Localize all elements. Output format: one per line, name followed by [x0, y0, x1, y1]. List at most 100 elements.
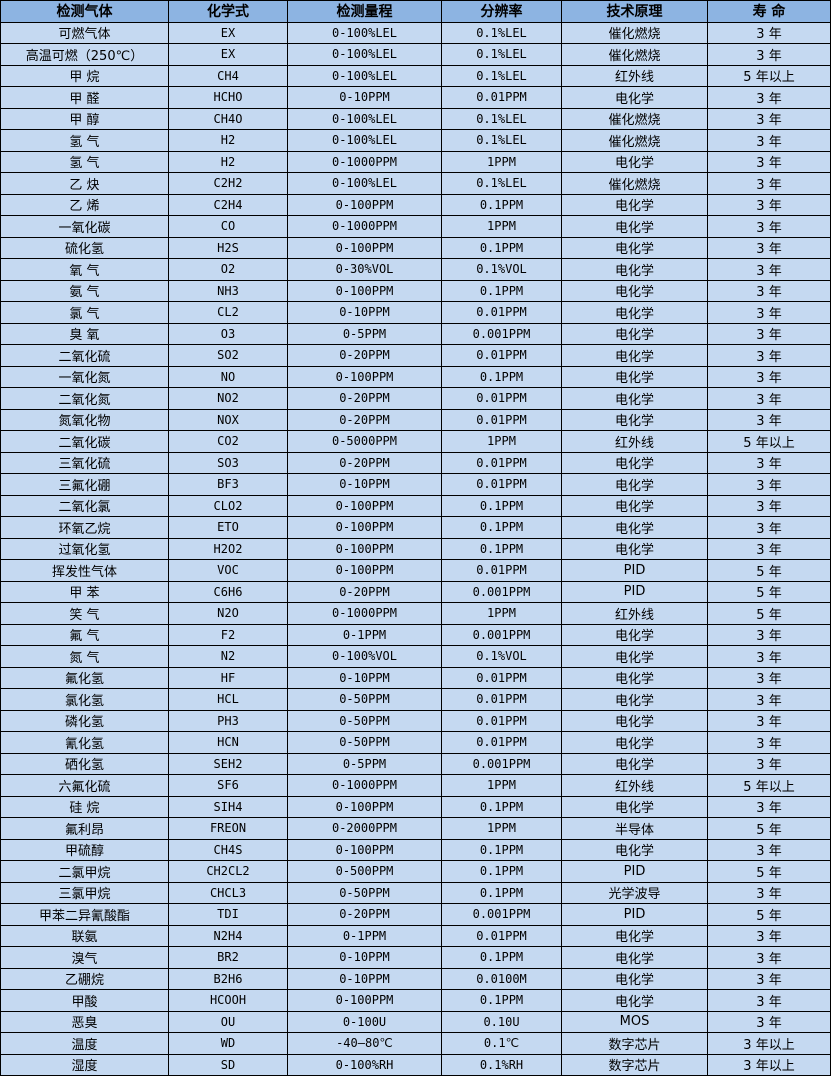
gas-cell: 乙硼烷: [0, 967, 169, 990]
principle-cell: PID: [561, 559, 708, 582]
lifespan-cell: 3 年: [707, 473, 831, 496]
table-row: 三氯甲烷 CHCL3 0-50PPM 0.1PPM 光学波导 3 年: [0, 881, 831, 904]
table-row: 联氨 N2H4 0-1PPM 0.01PPM 电化学 3 年: [0, 924, 831, 947]
resolution-cell: 0.1PPM: [441, 193, 562, 216]
principle-cell: 红外线: [561, 774, 708, 797]
range-cell: 0-50PPM: [287, 881, 442, 904]
range-cell: 0-1000PPM: [287, 150, 442, 173]
resolution-cell: 0.01PPM: [441, 86, 562, 109]
range-cell: 0-100%LEL: [287, 129, 442, 152]
resolution-cell: 0.1PPM: [441, 236, 562, 259]
principle-cell: 半导体: [561, 817, 708, 840]
range-cell: 0-20PPM: [287, 451, 442, 474]
gas-cell: 氟化氢: [0, 666, 169, 689]
table-row: 氢 气 H2 0-1000PPM 1PPM 电化学 3 年: [0, 150, 831, 173]
lifespan-cell: 5 年: [707, 903, 831, 926]
range-cell: 0-100U: [287, 1010, 442, 1033]
lifespan-cell: 3 年: [707, 365, 831, 388]
resolution-cell: 0.1PPM: [441, 795, 562, 818]
lifespan-cell: 3 年: [707, 1010, 831, 1033]
lifespan-cell: 3 年: [707, 881, 831, 904]
resolution-cell: 0.0100M: [441, 967, 562, 990]
resolution-cell: 0.1PPM: [441, 946, 562, 969]
formula-cell: N2: [168, 645, 288, 668]
lifespan-cell: 3 年: [707, 989, 831, 1012]
gas-cell: 一氧化氮: [0, 365, 169, 388]
table-body: 可燃气体 EX 0-100%LEL 0.1%LEL 催化燃烧 3 年高温可燃（250℃） E…: [0, 21, 831, 1076]
formula-cell: CHCL3: [168, 881, 288, 904]
lifespan-cell: 3 年: [707, 107, 831, 130]
range-cell: 0-100%LEL: [287, 64, 442, 87]
range-cell: 0-100PPM: [287, 279, 442, 302]
table-row: 氮 气 N2 0-100%VOL 0.1%VOL 电化学 3 年: [0, 645, 831, 668]
resolution-cell: 0.1PPM: [441, 365, 562, 388]
table-row: 溴气 BR2 0-10PPM 0.1PPM 电化学 3 年: [0, 946, 831, 969]
lifespan-cell: 3 年: [707, 967, 831, 990]
lifespan-cell: 3 年: [707, 236, 831, 259]
range-cell: 0-100PPM: [287, 236, 442, 259]
formula-cell: ETO: [168, 516, 288, 539]
resolution-cell: 0.01PPM: [441, 666, 562, 689]
principle-cell: 电化学: [561, 494, 708, 517]
principle-cell: 电化学: [561, 301, 708, 324]
resolution-cell: 0.1PPM: [441, 494, 562, 517]
resolution-cell: 0.01PPM: [441, 344, 562, 367]
resolution-cell: 0.1PPM: [441, 279, 562, 302]
formula-cell: NO: [168, 365, 288, 388]
table-row: 挥发性气体 VOC 0-100PPM 0.01PPM PID 5 年: [0, 559, 831, 582]
table-row: 高温可燃（250℃） EX 0-100%LEL 0.1%LEL 催化燃烧 3 年: [0, 43, 831, 66]
table-row: 甲酸 HCOOH 0-100PPM 0.1PPM 电化学 3 年: [0, 989, 831, 1012]
range-cell: 0-10PPM: [287, 666, 442, 689]
range-cell: 0-1PPM: [287, 623, 442, 646]
table-row: 氰化氢 HCN 0-50PPM 0.01PPM 电化学 3 年: [0, 731, 831, 754]
formula-cell: O2: [168, 258, 288, 281]
principle-cell: 催化燃烧: [561, 21, 708, 44]
range-cell: 0-50PPM: [287, 688, 442, 711]
resolution-cell: 1PPM: [441, 150, 562, 173]
table-row: 氨 气 NH3 0-100PPM 0.1PPM 电化学 3 年: [0, 279, 831, 302]
resolution-cell: 0.01PPM: [441, 408, 562, 431]
resolution-cell: 0.01PPM: [441, 924, 562, 947]
principle-cell: PID: [561, 860, 708, 883]
gas-cell: 恶臭: [0, 1010, 169, 1033]
resolution-cell: 0.01PPM: [441, 709, 562, 732]
gas-cell: 三氟化硼: [0, 473, 169, 496]
range-cell: 0-1000PPM: [287, 215, 442, 238]
formula-cell: C2H4: [168, 193, 288, 216]
resolution-cell: 0.1%LEL: [441, 107, 562, 130]
lifespan-cell: 5 年: [707, 602, 831, 625]
header-resolution: 分辨率: [441, 0, 562, 23]
resolution-cell: 0.10U: [441, 1010, 562, 1033]
formula-cell: CH4S: [168, 838, 288, 861]
formula-cell: SO2: [168, 344, 288, 367]
principle-cell: 电化学: [561, 752, 708, 775]
resolution-cell: 0.001PPM: [441, 752, 562, 775]
principle-cell: 电化学: [561, 193, 708, 216]
gas-cell: 过氧化氢: [0, 537, 169, 560]
formula-cell: NOX: [168, 408, 288, 431]
table-row: 二氯甲烷 CH2CL2 0-500PPM 0.1PPM PID 5 年: [0, 860, 831, 883]
gas-cell: 三氧化硫: [0, 451, 169, 474]
gas-cell: 氰化氢: [0, 731, 169, 754]
range-cell: 0-20PPM: [287, 580, 442, 603]
gas-cell: 挥发性气体: [0, 559, 169, 582]
formula-cell: F2: [168, 623, 288, 646]
principle-cell: 电化学: [561, 215, 708, 238]
formula-cell: CL2: [168, 301, 288, 324]
formula-cell: HCOOH: [168, 989, 288, 1012]
resolution-cell: 0.1%LEL: [441, 64, 562, 87]
table-row: 氟 气 F2 0-1PPM 0.001PPM 电化学 3 年: [0, 623, 831, 646]
formula-cell: CLO2: [168, 494, 288, 517]
resolution-cell: 1PPM: [441, 602, 562, 625]
resolution-cell: 0.01PPM: [441, 451, 562, 474]
gas-cell: 氮氧化物: [0, 408, 169, 431]
formula-cell: EX: [168, 21, 288, 44]
gas-cell: 甲硫醇: [0, 838, 169, 861]
principle-cell: 光学波导: [561, 881, 708, 904]
gas-cell: 温度: [0, 1032, 169, 1055]
range-cell: 0-5PPM: [287, 322, 442, 345]
table-row: 甲 烷 CH4 0-100%LEL 0.1%LEL 红外线 5 年以上: [0, 64, 831, 87]
formula-cell: HCN: [168, 731, 288, 754]
formula-cell: SEH2: [168, 752, 288, 775]
